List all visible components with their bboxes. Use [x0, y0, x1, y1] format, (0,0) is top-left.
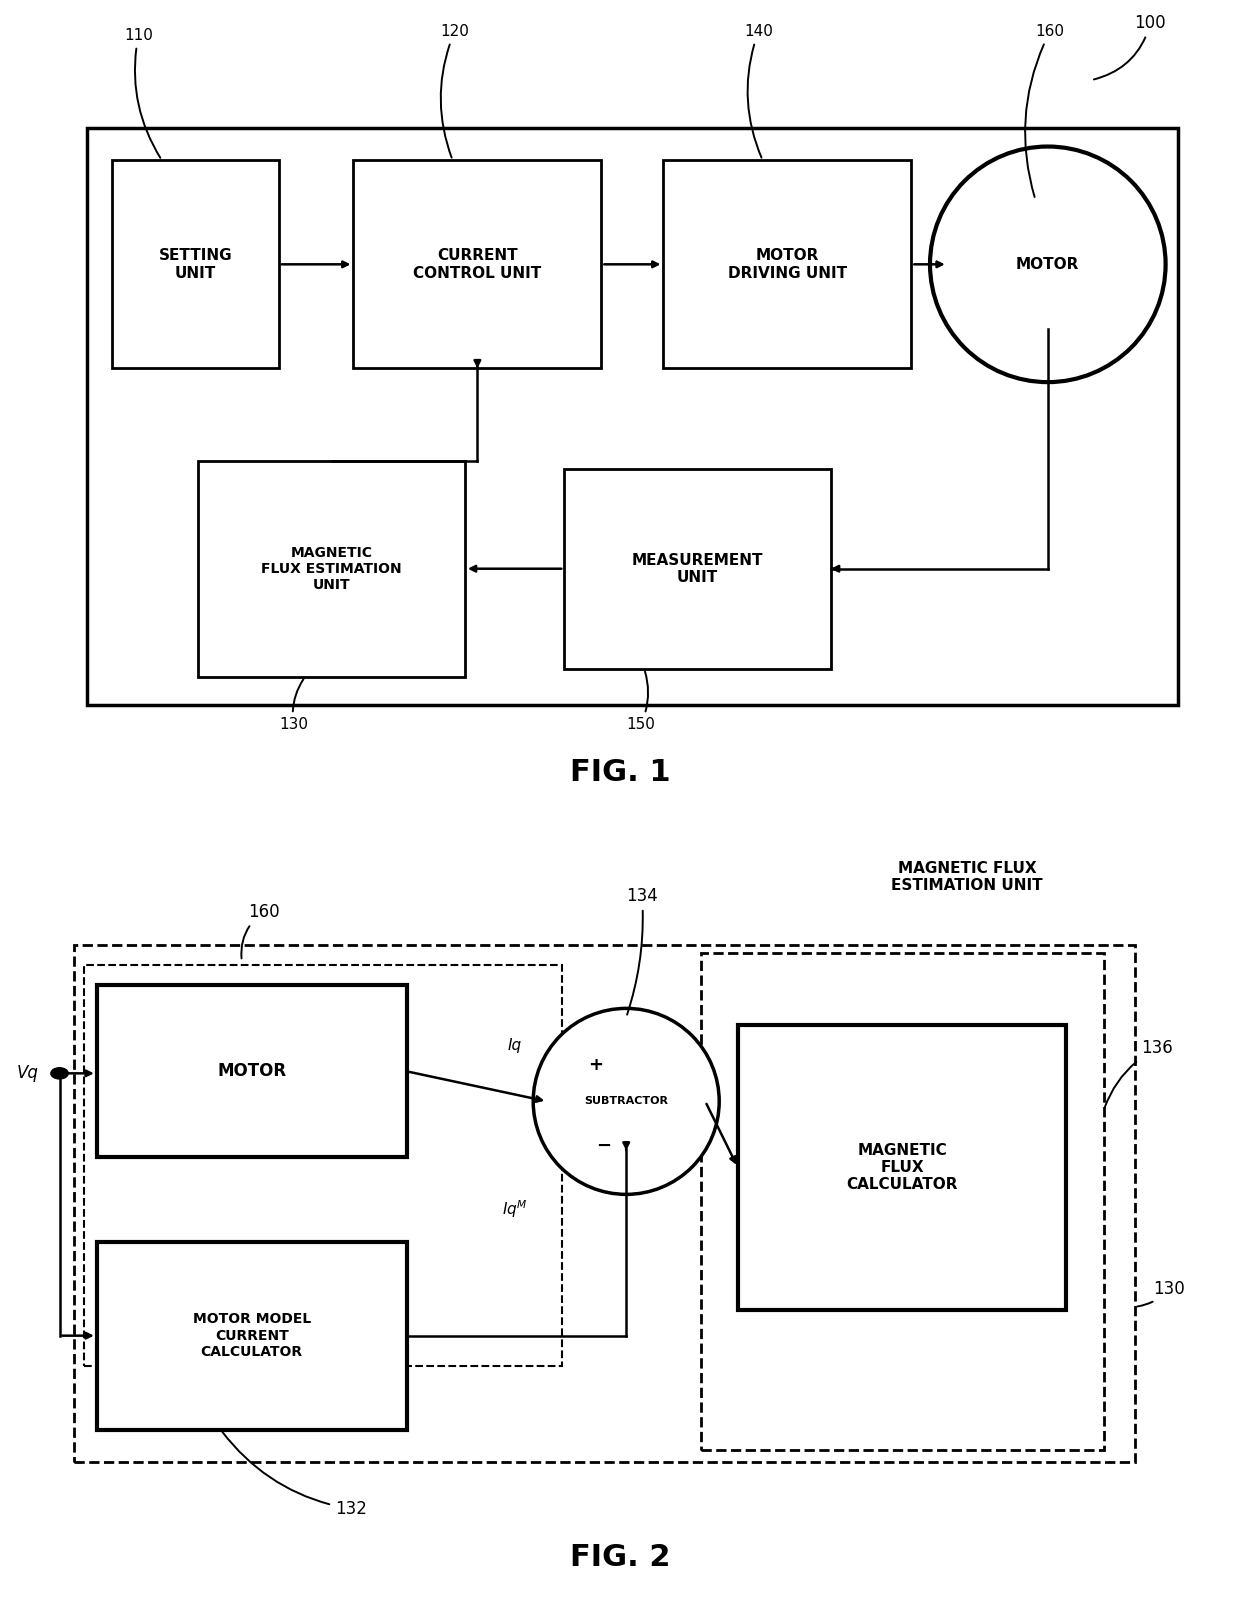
Text: SUBTRACTOR: SUBTRACTOR — [584, 1096, 668, 1107]
Text: Vq: Vq — [16, 1064, 38, 1083]
Text: SETTING
UNIT: SETTING UNIT — [159, 248, 232, 280]
Bar — [701, 953, 1104, 1450]
Text: MOTOR
DRIVING UNIT: MOTOR DRIVING UNIT — [728, 248, 847, 280]
Text: MEASUREMENT
UNIT: MEASUREMENT UNIT — [631, 553, 764, 585]
Text: MOTOR: MOTOR — [217, 1062, 286, 1080]
Text: 120: 120 — [440, 24, 469, 157]
Bar — [198, 461, 465, 676]
Text: 140: 140 — [744, 24, 773, 157]
Text: 160: 160 — [242, 904, 280, 958]
Text: FIG. 1: FIG. 1 — [569, 758, 671, 788]
Bar — [97, 1242, 407, 1429]
Text: Iq: Iq — [507, 1038, 522, 1053]
Text: MAGNETIC FLUX
ESTIMATION UNIT: MAGNETIC FLUX ESTIMATION UNIT — [892, 860, 1043, 894]
Bar — [112, 160, 279, 368]
Bar — [97, 985, 407, 1157]
Text: 136: 136 — [1105, 1040, 1173, 1109]
Text: 130: 130 — [279, 679, 308, 732]
Bar — [738, 1025, 1066, 1310]
Text: MAGNETIC
FLUX
CALCULATOR: MAGNETIC FLUX CALCULATOR — [847, 1142, 957, 1192]
Bar — [564, 468, 831, 670]
Text: 100: 100 — [1094, 14, 1167, 80]
Text: CURRENT
CONTROL UNIT: CURRENT CONTROL UNIT — [413, 248, 542, 280]
Text: 160: 160 — [1025, 24, 1064, 197]
Ellipse shape — [533, 1008, 719, 1195]
Bar — [84, 964, 562, 1365]
Text: 132: 132 — [222, 1432, 367, 1517]
Text: 110: 110 — [124, 29, 160, 159]
Text: MOTOR: MOTOR — [1016, 256, 1080, 272]
Bar — [87, 128, 1178, 705]
Text: FIG. 2: FIG. 2 — [569, 1543, 671, 1573]
Text: 150: 150 — [626, 671, 655, 732]
Bar — [353, 160, 601, 368]
Ellipse shape — [930, 146, 1166, 383]
Bar — [663, 160, 911, 368]
Text: 130: 130 — [1137, 1280, 1185, 1307]
Text: −: − — [596, 1136, 611, 1155]
Circle shape — [51, 1069, 68, 1080]
Bar — [74, 945, 1135, 1461]
Text: 134: 134 — [626, 888, 658, 1014]
Text: MAGNETIC
FLUX ESTIMATION
UNIT: MAGNETIC FLUX ESTIMATION UNIT — [262, 546, 402, 591]
Text: MOTOR MODEL
CURRENT
CALCULATOR: MOTOR MODEL CURRENT CALCULATOR — [192, 1312, 311, 1358]
Text: +: + — [588, 1056, 603, 1075]
Text: Iq$^{M}$: Iq$^{M}$ — [502, 1198, 527, 1221]
